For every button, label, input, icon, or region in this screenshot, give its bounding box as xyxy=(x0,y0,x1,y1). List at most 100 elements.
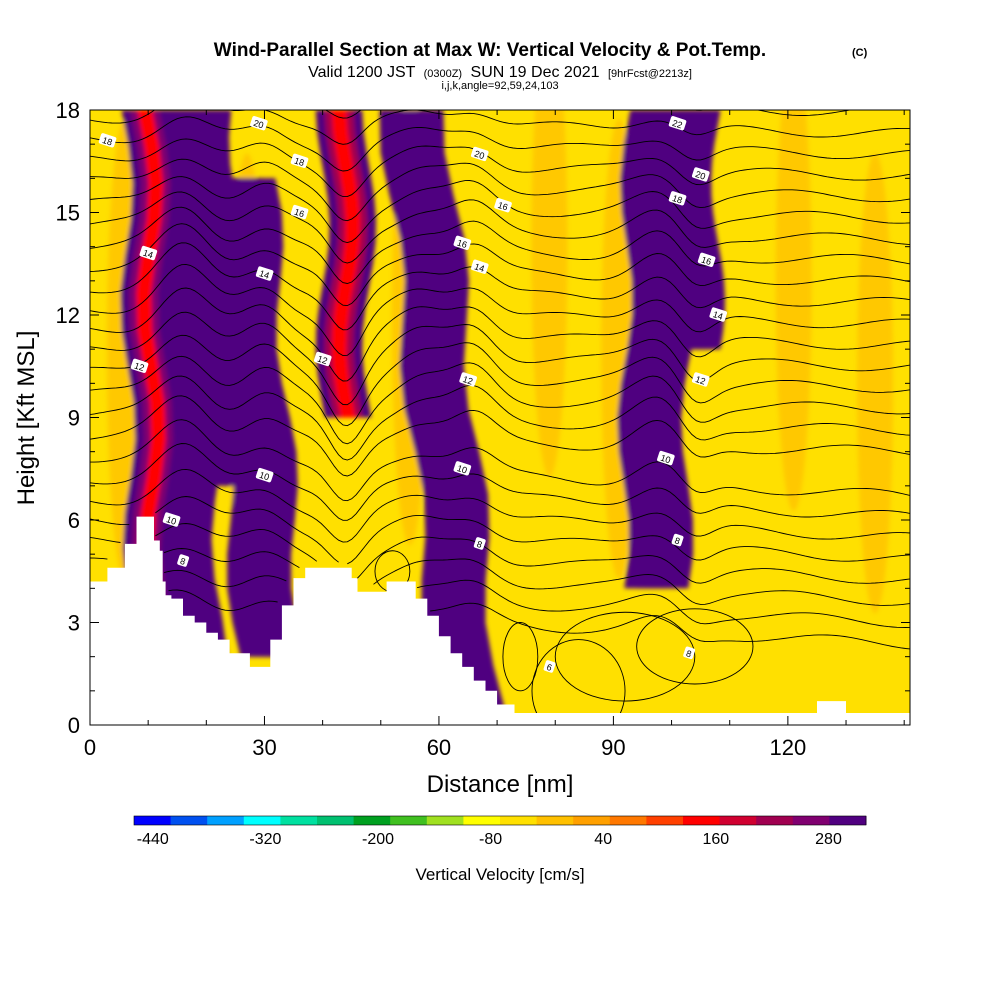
copyright-mark: (C) xyxy=(852,47,868,59)
contour-label-4: 14 xyxy=(139,245,158,261)
contour-label-box xyxy=(250,116,268,131)
colorbar-swatch xyxy=(426,816,464,825)
theta-contour-13 xyxy=(90,287,910,382)
theta-contour-11 xyxy=(90,334,910,427)
contour-label-text: 14 xyxy=(712,309,725,322)
downdraft-band-2-2 xyxy=(198,110,232,486)
ijk-angle-line: i,j,k,angle=92,59,24,103 xyxy=(441,80,558,92)
colorbar-swatch xyxy=(134,816,172,825)
contour-label-box xyxy=(453,235,472,251)
contour-label-text: 14 xyxy=(473,261,486,274)
contour-label-10: 8 xyxy=(177,554,190,567)
contour-label-text: 20 xyxy=(473,149,486,162)
contour-label-text: 12 xyxy=(462,374,475,387)
contour-label-box xyxy=(494,198,512,213)
contour-label-23: 14 xyxy=(709,307,728,322)
colorbar-tick-label: 160 xyxy=(702,831,729,848)
contour-label-text: 16 xyxy=(293,207,306,220)
contour-label-text: 10 xyxy=(165,514,178,527)
valid-date: SUN 19 Dec 2021 xyxy=(471,64,600,81)
contour-label-box xyxy=(290,153,309,169)
contour-label-13: 16 xyxy=(453,235,472,251)
contour-label-box xyxy=(691,167,710,182)
contour-label-box xyxy=(668,116,687,131)
contour-label-text: 10 xyxy=(659,453,672,466)
colorbar-swatch xyxy=(683,816,721,825)
contour-label-box xyxy=(255,266,274,281)
contour-label-text: 20 xyxy=(694,169,707,182)
forecast-tag: [9hrFcst@2213z] xyxy=(608,68,692,80)
contour-label-1: 20 xyxy=(250,116,268,131)
contour-label-21: 18 xyxy=(668,191,687,206)
theta-contour-20 xyxy=(90,158,910,222)
contour-label-text: 10 xyxy=(456,463,469,476)
colorbar-swatch xyxy=(573,816,611,825)
x-tick-label: 30 xyxy=(252,735,276,760)
colorbar-swatch xyxy=(170,816,208,825)
colorbar-swatch xyxy=(609,816,647,825)
contour-labels: 18 20 18 16 14 14 12 12 10 10 8 20 16 16 14 12 10 8 6 22 20 1… xyxy=(98,116,728,673)
contour-label-box xyxy=(98,133,117,148)
contour-label-text: 16 xyxy=(496,200,509,213)
contour-label-box xyxy=(470,259,489,274)
contour-label-box xyxy=(683,646,696,660)
theta-contour-1 xyxy=(163,569,910,628)
contour-label-25: 10 xyxy=(657,450,675,466)
colorbar-swatch xyxy=(463,816,501,825)
contour-label-16: 10 xyxy=(453,461,472,476)
y-axis: 0 3 6 9 12 15 18 xyxy=(56,98,910,738)
contour-label-box xyxy=(459,372,477,387)
downdraft-band-1-2 xyxy=(331,110,361,418)
contour-label-text: 16 xyxy=(700,254,713,267)
contour-label-26: 8 xyxy=(671,533,684,547)
colorbar-tick-label: -200 xyxy=(362,831,394,848)
contour-label-box xyxy=(473,537,486,550)
contour-label-2: 18 xyxy=(290,153,309,169)
theta-contour-24 xyxy=(324,110,854,119)
x-axis-label: Distance [nm] xyxy=(427,771,574,798)
contour-label-text: 14 xyxy=(142,248,155,261)
contour-label-box xyxy=(668,191,687,206)
contour-label-0: 18 xyxy=(98,133,117,148)
colorbar-swatch xyxy=(756,816,794,825)
colorbar-swatch xyxy=(207,816,245,825)
contour-label-15: 12 xyxy=(459,372,477,387)
colorbar-swatch xyxy=(829,816,867,825)
colorbar-label: Vertical Velocity [cm/s] xyxy=(415,865,584,884)
theta-contour-18 xyxy=(90,191,910,264)
theta-contour-22 xyxy=(90,116,910,172)
y-tick-label: 3 xyxy=(68,611,80,636)
contour-label-box xyxy=(255,467,274,483)
contour-label-3: 16 xyxy=(290,204,309,220)
theta-contour-14 xyxy=(90,263,910,357)
theta-contour-10 xyxy=(90,355,910,445)
valid-zulu: (0300Z) xyxy=(424,68,463,80)
contour-label-text: 12 xyxy=(694,374,707,387)
contour-label-text: 16 xyxy=(456,237,469,250)
contour-label-box xyxy=(177,554,190,567)
theta-contour-6 xyxy=(90,443,910,521)
colorbar-frame xyxy=(133,815,867,826)
theta-contour-8 xyxy=(90,395,910,477)
x-tick-label: 0 xyxy=(84,735,96,760)
colorbar-tick-label: -320 xyxy=(249,831,281,848)
colorbar-tick-label: -440 xyxy=(137,831,169,848)
theta-closed-contour-1 xyxy=(636,608,754,685)
theta-contour-5 xyxy=(90,468,910,543)
plot-area: 18 20 18 16 14 14 12 12 10 10 8 20 16 16 14 12 10 8 6 22 20 1… xyxy=(90,110,910,725)
valid-time: Valid 1200 JST xyxy=(308,64,416,81)
theta-contour-0 xyxy=(168,589,910,650)
contour-label-7: 12 xyxy=(313,351,332,367)
contour-label-text: 8 xyxy=(179,556,187,567)
theta-closed-contour-4 xyxy=(502,622,539,692)
colorbar-swatch xyxy=(792,816,830,825)
contour-label-27: 8 xyxy=(683,646,696,660)
contour-label-box xyxy=(543,660,556,673)
theta-contour-7 xyxy=(90,419,910,502)
contour-label-text: 12 xyxy=(316,354,329,367)
contour-label-11: 20 xyxy=(470,146,489,162)
colorbar-swatch xyxy=(719,816,757,825)
colorbar: -440 -320 -200 -80 40 160 280 xyxy=(133,815,867,848)
contour-label-8: 10 xyxy=(255,467,274,483)
contour-label-box xyxy=(453,461,472,476)
